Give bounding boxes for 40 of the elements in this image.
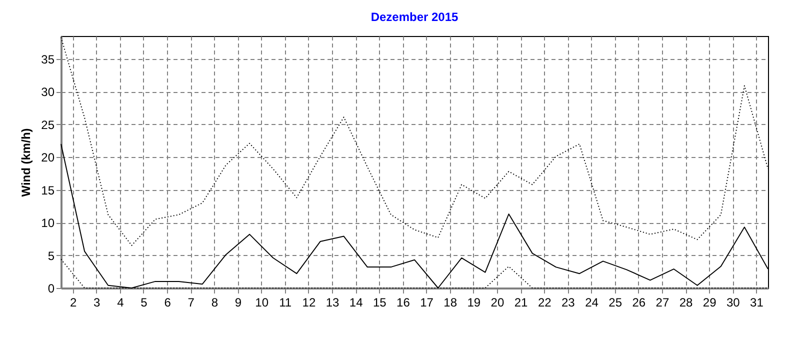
y-tick-label: 30 xyxy=(41,85,55,100)
y-tick-label: 25 xyxy=(41,118,55,132)
x-tick-label: 27 xyxy=(656,296,670,310)
x-tick-label: 3 xyxy=(94,296,101,310)
y-tick-label: 5 xyxy=(48,248,55,263)
x-tick-label: 23 xyxy=(562,296,576,310)
x-tick-label: 13 xyxy=(326,296,340,310)
x-tick-label: 6 xyxy=(164,296,172,310)
x-tick-label: 20 xyxy=(490,296,504,310)
y-tick-label: 15 xyxy=(41,183,55,198)
y-tick-label: 10 xyxy=(41,216,55,230)
x-tick-label: 10 xyxy=(255,296,269,310)
x-tick-label: 12 xyxy=(302,296,316,310)
x-tick-label: 2 xyxy=(70,296,77,310)
x-tick-label: 21 xyxy=(514,296,528,310)
chart-title: Dezember 2015 xyxy=(370,10,459,24)
x-tick-label: 17 xyxy=(420,296,434,310)
x-tick-label: 25 xyxy=(608,296,622,310)
x-tick-label: 19 xyxy=(467,296,481,310)
x-tick-label: 31 xyxy=(750,296,764,310)
x-tick-label: 15 xyxy=(372,296,387,310)
x-tick-label: 28 xyxy=(679,296,694,310)
y-tick-label: 20 xyxy=(41,150,55,165)
y-tick-label: 0 xyxy=(48,282,55,296)
x-tick-label: 26 xyxy=(632,296,646,310)
x-tick-label: 4 xyxy=(117,296,124,310)
x-tick-label: 29 xyxy=(702,296,717,310)
x-tick-label: 14 xyxy=(349,296,364,310)
x-tick-label: 5 xyxy=(140,296,148,310)
x-tick-label: 16 xyxy=(396,296,410,310)
x-tick-label: 30 xyxy=(726,296,740,310)
y-axis-title: Wind (km/h) xyxy=(19,128,34,197)
x-tick-label: 24 xyxy=(585,296,599,310)
x-tick-label: 8 xyxy=(211,296,218,310)
y-tick-label: 35 xyxy=(41,52,55,66)
x-tick-label: 9 xyxy=(234,296,242,310)
x-tick-label: 22 xyxy=(538,296,552,310)
x-tick-label: 11 xyxy=(279,296,292,310)
x-tick-label: 7 xyxy=(188,296,195,310)
x-tick-label: 18 xyxy=(444,296,458,310)
